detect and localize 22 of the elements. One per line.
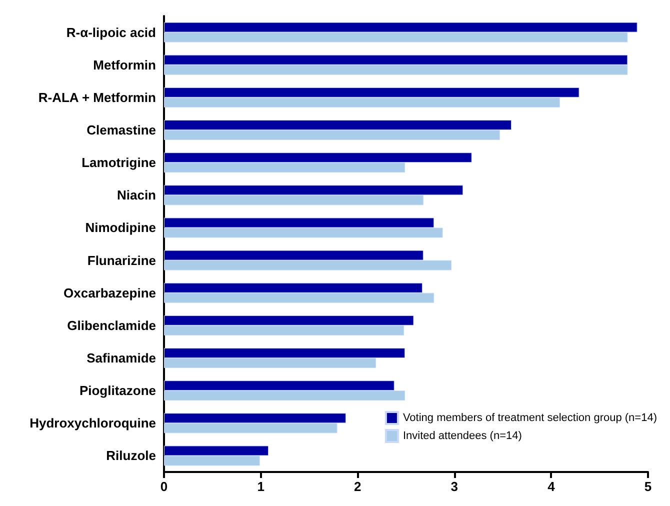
y-tick-label: Pioglitazone bbox=[79, 383, 156, 398]
y-tick-label: Metformin bbox=[93, 57, 156, 72]
x-tick-label: 4 bbox=[548, 479, 556, 494]
x-tick-label: 2 bbox=[354, 479, 362, 494]
y-tick-label: Safinamide bbox=[86, 350, 156, 366]
y-tick-label: Nimodipine bbox=[85, 220, 156, 236]
y-tick-label: R-ALA + Metformin bbox=[38, 90, 156, 105]
y-tick-label: Niacin bbox=[116, 188, 156, 203]
x-tick-label: 5 bbox=[644, 479, 652, 494]
legend-label: Invited attendees (n=14) bbox=[402, 430, 522, 442]
x-tick-label: 1 bbox=[257, 479, 264, 494]
y-tick-label: Hydroxychloroquine bbox=[30, 416, 156, 431]
y-tick-label: Glibenclamide bbox=[67, 318, 156, 333]
y-tick-label: Clemastine bbox=[86, 122, 156, 138]
y-tick-label: Riluzole bbox=[106, 448, 156, 464]
y-tick-label: Flunarizine bbox=[87, 252, 156, 268]
y-tick-label: R-α-lipoic acid bbox=[66, 24, 156, 40]
x-tick-label: 3 bbox=[450, 479, 458, 494]
x-tick-label: 0 bbox=[160, 479, 168, 494]
y-tick-label: Oxcarbazepine bbox=[64, 285, 156, 300]
y-tick-label: Lamotrigine bbox=[82, 155, 156, 170]
legend-label: Voting members of treatment selection group (n=14) bbox=[402, 412, 658, 424]
